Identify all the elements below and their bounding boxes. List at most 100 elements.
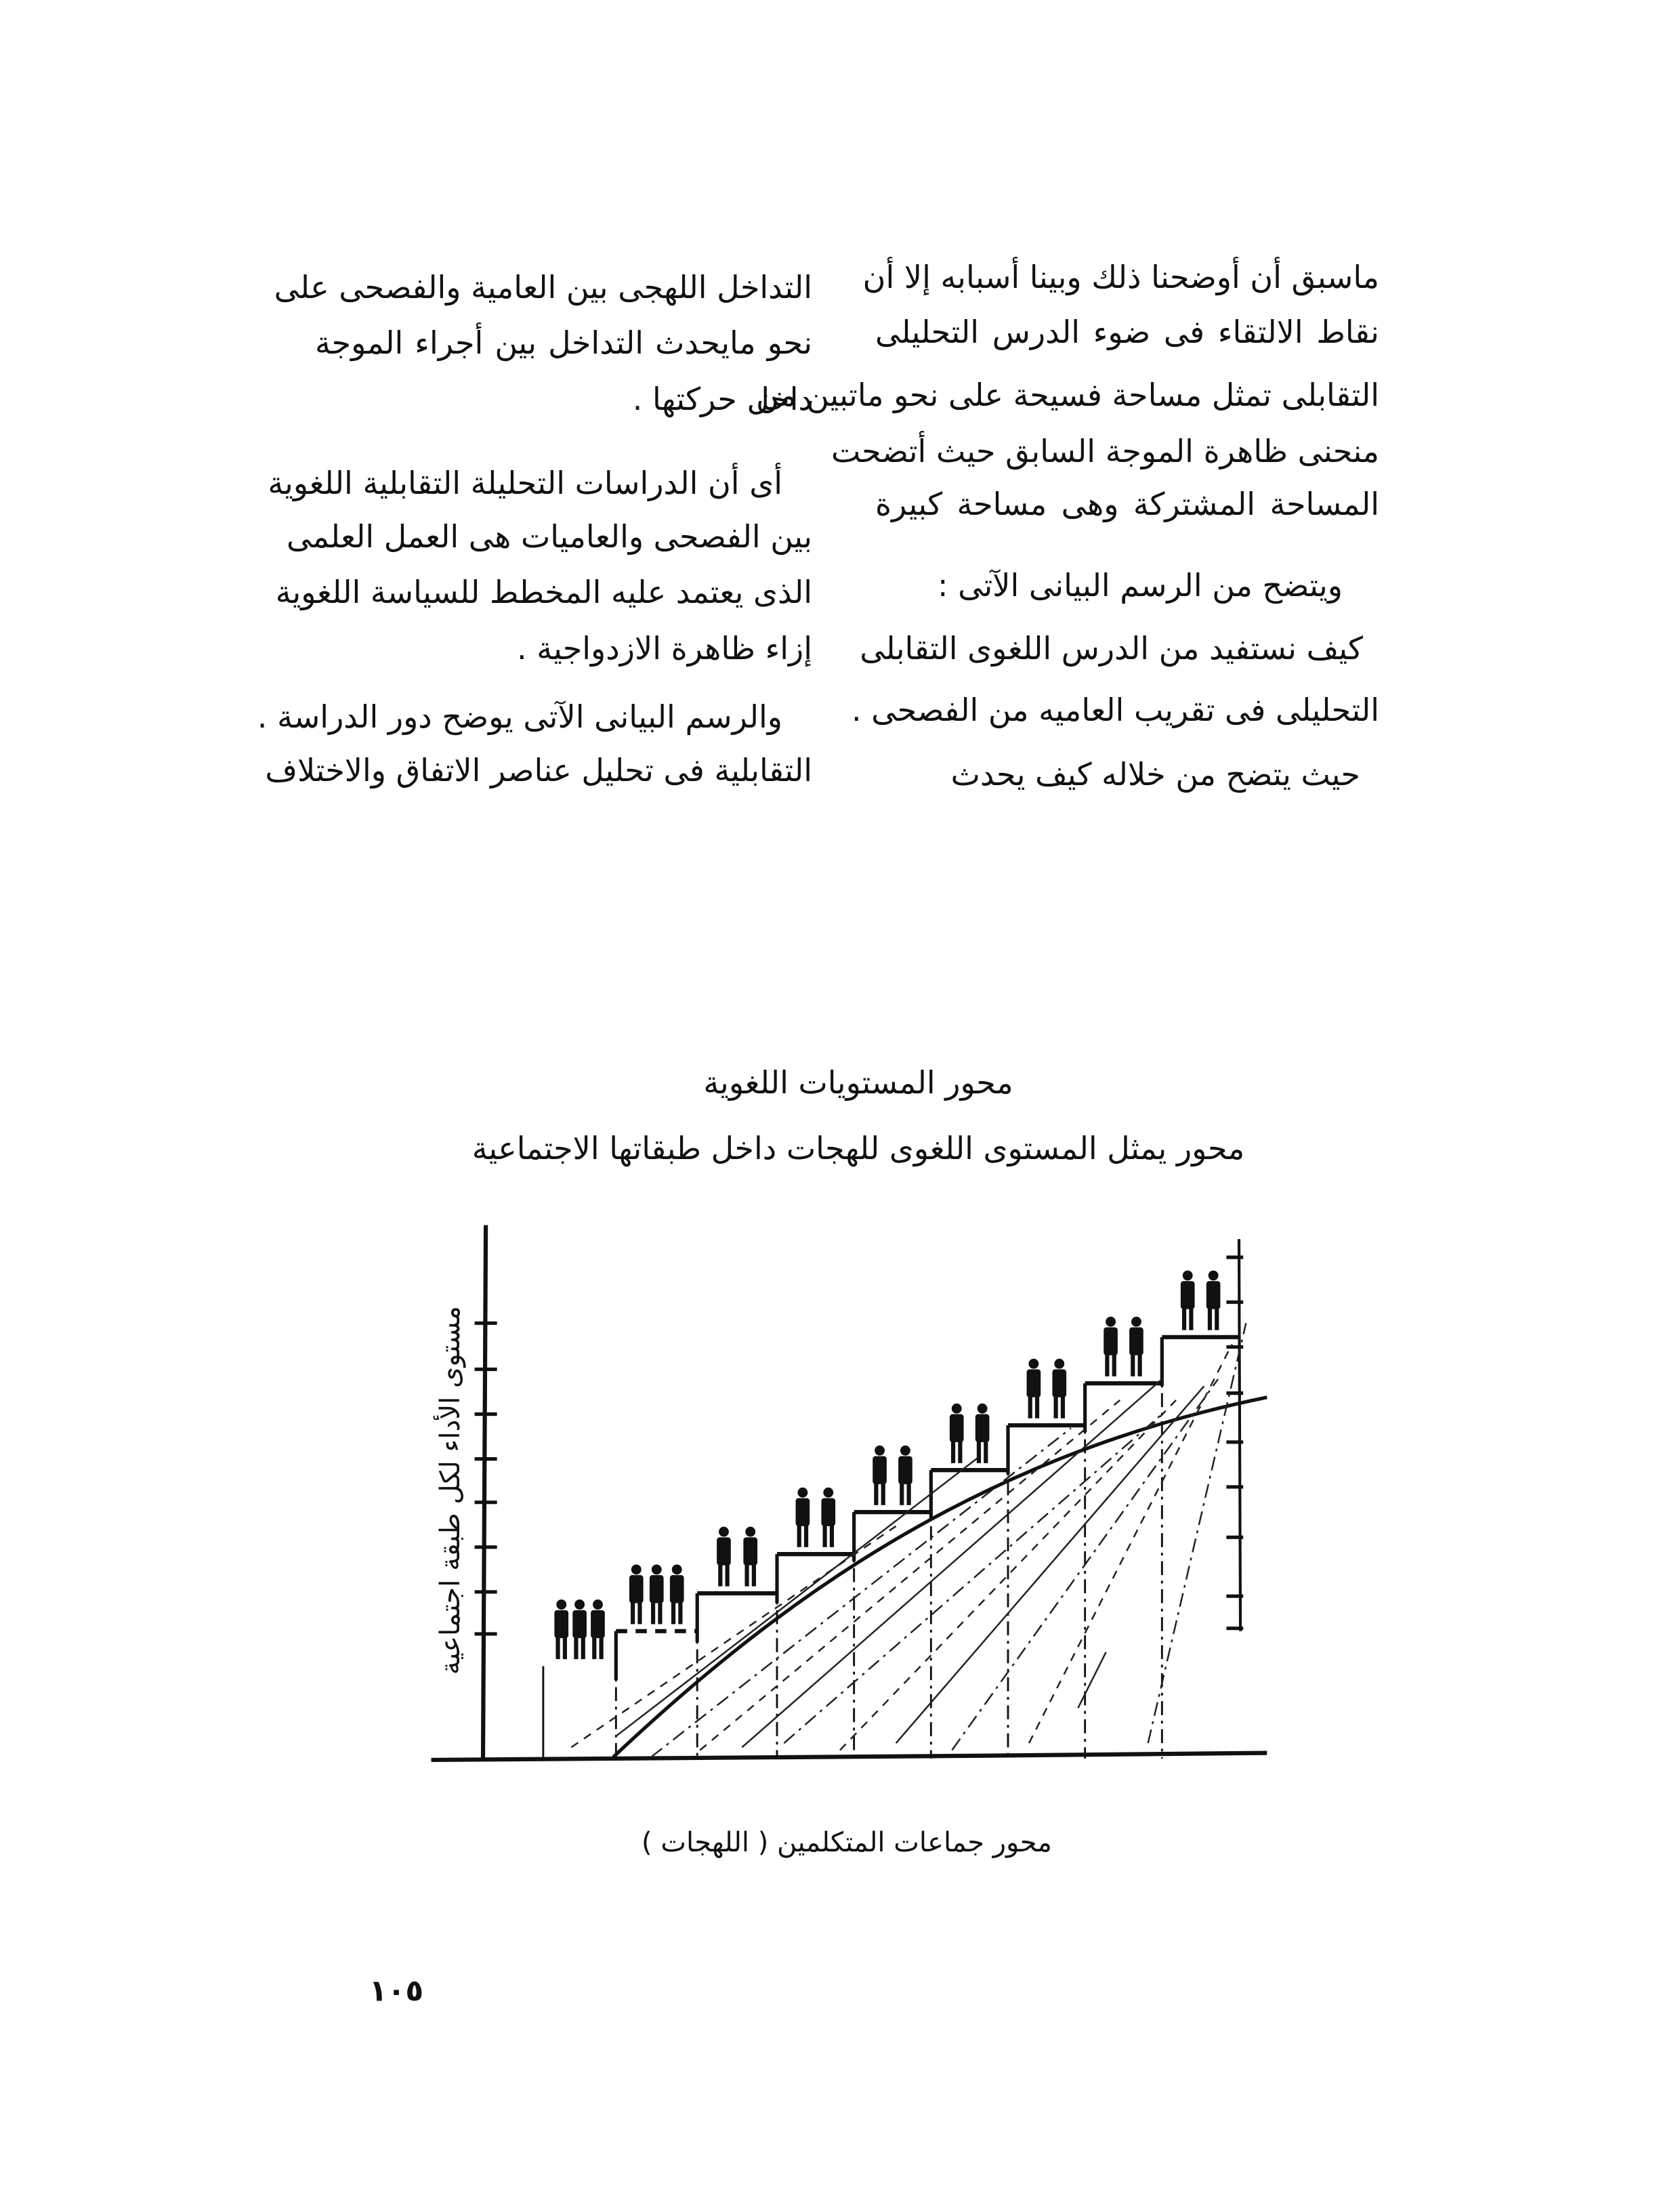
person-head <box>797 1487 808 1498</box>
person-leg <box>562 1637 567 1660</box>
person-figure-icon <box>1026 1358 1041 1419</box>
person-figure-icon <box>669 1564 684 1624</box>
person-body <box>795 1498 810 1526</box>
person-leg <box>581 1637 585 1660</box>
person-figure-icon <box>821 1487 836 1547</box>
diagram-subtitle: محور يمثل المستوى اللغوى للهجات داخل طبق… <box>471 1130 1245 1167</box>
person-figure-icon <box>572 1599 587 1660</box>
person-leg <box>1215 1307 1219 1330</box>
person-figure-icon <box>1180 1270 1195 1330</box>
text-line: نقاط الالتقاء فى ضوء الدرس التحليلى <box>875 314 1379 350</box>
person-leg <box>803 1524 809 1547</box>
person-body <box>629 1575 644 1603</box>
person-figure-icon <box>649 1564 664 1624</box>
person-head <box>651 1564 662 1575</box>
person-leg <box>555 1637 560 1660</box>
person-leg <box>1034 1396 1040 1419</box>
person-figure-icon <box>873 1445 887 1505</box>
person-head <box>1106 1316 1116 1327</box>
person-figure-icon <box>717 1526 731 1587</box>
text-line: ويتضح من الرسم البيانى الآتى : <box>938 567 1343 604</box>
projection-line <box>699 1399 1121 1751</box>
person-head <box>1131 1316 1141 1327</box>
projection-line <box>895 1385 1205 1744</box>
diagram-title: محور المستويات اللغوية <box>703 1064 1013 1101</box>
person-figure-icon <box>975 1403 990 1463</box>
person-body <box>949 1414 964 1442</box>
person-head <box>977 1403 988 1414</box>
text-line: منحنى ظاهرة الموجة السابق حيث أتضحت <box>831 433 1379 469</box>
person-leg <box>744 1564 749 1587</box>
text-line: حيث يتضح من خلاله كيف يحدث <box>950 756 1360 793</box>
person-leg <box>718 1564 723 1587</box>
person-figure-icon <box>743 1526 758 1587</box>
person-body <box>1026 1369 1041 1398</box>
person-body <box>873 1456 887 1484</box>
projection-line <box>615 1455 981 1737</box>
projection-line <box>741 1378 1163 1748</box>
text-line: بين الفصحى والعاميات هى العمل العلمى <box>286 518 812 555</box>
projection-line <box>1028 1343 1233 1744</box>
person-leg <box>1060 1396 1066 1419</box>
person-figure-icon <box>629 1564 644 1624</box>
person-head <box>671 1564 682 1575</box>
x-axis-label: محور جماعات المتكلمين ( اللهجات ) <box>642 1827 1052 1858</box>
person-head <box>574 1599 585 1610</box>
text-line: والرسم البيانى الآتى يوضح دور الدراسة . <box>257 698 782 735</box>
person-leg <box>822 1524 827 1547</box>
text-line: نحو مايحدث التداخل بين أجراء الموجة <box>315 324 812 361</box>
projection-line <box>839 1399 1177 1751</box>
person-leg <box>958 1440 963 1463</box>
person-leg <box>1131 1354 1135 1377</box>
person-head <box>1182 1270 1193 1281</box>
text-line: كيف نستفيد من الدرس اللغوى التقابلى <box>860 630 1363 667</box>
person-head <box>951 1403 962 1414</box>
person-body <box>1206 1281 1221 1309</box>
person-leg <box>797 1524 801 1547</box>
person-head <box>719 1526 729 1537</box>
text-line: التقابلى تمثل مساحة فسيحة على نحو ماتبين… <box>755 377 1379 413</box>
person-head <box>900 1445 910 1456</box>
person-figure-icon <box>949 1403 964 1463</box>
person-leg <box>1207 1307 1213 1330</box>
projection-line <box>783 1413 1163 1744</box>
person-leg <box>1137 1354 1142 1377</box>
person-body <box>554 1610 569 1639</box>
person-head <box>1208 1270 1219 1281</box>
person-head <box>823 1487 834 1498</box>
person-leg <box>950 1440 956 1463</box>
person-body <box>1052 1369 1067 1398</box>
person-leg <box>574 1637 579 1660</box>
person-body <box>717 1537 731 1566</box>
person-leg <box>874 1482 879 1505</box>
text-line: إزاء ظاهرة الازدواجية . <box>517 630 812 667</box>
projection-line <box>650 1427 1072 1758</box>
person-leg <box>631 1601 635 1624</box>
person-figure-icon <box>591 1599 605 1660</box>
person-leg <box>592 1637 597 1660</box>
person-head <box>1028 1358 1039 1369</box>
person-leg <box>976 1440 982 1463</box>
person-leg <box>725 1564 730 1587</box>
person-figure-icon <box>1104 1316 1118 1377</box>
person-leg <box>881 1482 885 1505</box>
person-body <box>649 1575 664 1603</box>
person-leg <box>1112 1354 1116 1377</box>
person-leg <box>637 1601 642 1624</box>
person-leg <box>751 1564 756 1587</box>
person-head <box>745 1526 756 1537</box>
person-head <box>593 1599 603 1610</box>
x-axis <box>431 1750 1267 1763</box>
person-body <box>1180 1281 1195 1309</box>
person-body <box>1104 1327 1118 1356</box>
person-figure-icon <box>1052 1358 1067 1419</box>
projection-line <box>1147 1322 1247 1744</box>
text-line: الذى يعتمد عليه المخطط للسياسة اللغوية <box>275 574 812 610</box>
person-leg <box>984 1440 988 1463</box>
person-body <box>572 1610 587 1639</box>
person-head <box>875 1445 885 1456</box>
person-figure-icon <box>554 1599 569 1660</box>
person-head <box>1054 1358 1065 1369</box>
level-curve <box>612 1396 1267 1759</box>
person-leg <box>1105 1354 1110 1377</box>
